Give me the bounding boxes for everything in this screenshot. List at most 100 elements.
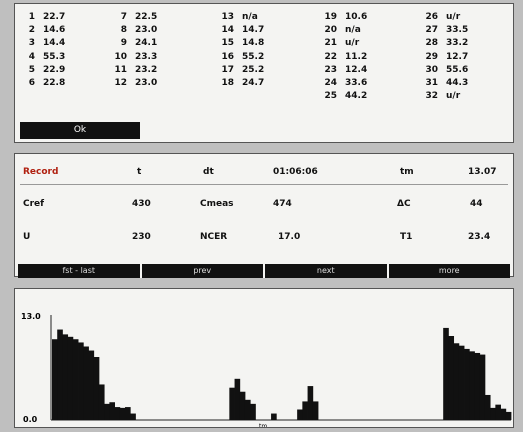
list-item-value: 24.1	[135, 38, 158, 49]
list-item: 20 n/a	[323, 24, 367, 37]
list-item-value: n/a	[242, 12, 258, 22]
chart-bar	[484, 394, 491, 420]
record-info-panel: Record t dt 01:06:06 tm 13.07 Cref 430 C…	[14, 153, 514, 278]
chart-bar	[244, 399, 251, 420]
list-item: 16 55.2	[220, 51, 264, 64]
list-item: 4 55.3	[21, 51, 65, 64]
next-button[interactable]: next	[265, 264, 389, 278]
list-item: 24 33.6	[323, 77, 367, 90]
list-item: 28 33.2	[424, 37, 468, 50]
list-item-index: 21	[324, 38, 337, 49]
list-item-index: 15	[221, 38, 234, 49]
list-item-value: 23.0	[135, 78, 158, 89]
list-column-1: 1 22.7 2 14.6 3 14.4 4 55.3 5 22.9 6 22.8	[21, 11, 65, 90]
chart-bar	[57, 329, 63, 420]
list-item-value: 14.7	[242, 25, 265, 36]
list-item-value: 24.7	[242, 78, 265, 89]
list-item-index: 24	[324, 78, 337, 89]
list-item-index: 10	[114, 51, 127, 62]
list-item-index: 28	[425, 38, 438, 49]
list-item-value: 11.2	[345, 51, 368, 62]
list-item-index: 13	[221, 12, 234, 22]
chart-bar	[130, 413, 136, 420]
chart-bar	[490, 407, 496, 420]
y-axis-bottom-label: 0.0	[23, 415, 38, 424]
list-item-value: 23.0	[135, 25, 158, 36]
list-item-index: 19	[324, 12, 337, 22]
more-button[interactable]: more	[438, 266, 460, 275]
list-item-value: 14.8	[242, 38, 265, 49]
list-item-value: 25.2	[242, 64, 265, 75]
chart-bar	[67, 336, 74, 420]
list-item: 21 u/r	[323, 37, 367, 50]
list-item-index: 9	[120, 38, 127, 49]
list-item-value: 44.2	[345, 91, 368, 102]
ncer-value: 17.0	[278, 232, 301, 242]
list-item-value: 14.4	[43, 38, 66, 49]
list-item: 12 23.0	[113, 77, 157, 90]
chart-bar	[458, 345, 465, 420]
list-item: 32 u/r	[424, 90, 468, 103]
chart-bar	[78, 342, 84, 420]
list-item-value: 22.9	[43, 64, 66, 75]
list-item-index: 17	[221, 64, 234, 75]
list-item-index: 26	[425, 12, 438, 22]
record-label: Record	[23, 167, 59, 177]
chart-panel: 13.0 0.0 tm	[14, 288, 514, 428]
list-item-value: 33.6	[345, 78, 368, 89]
list-item-index: 12	[114, 78, 127, 89]
list-item-value: 33.2	[446, 38, 469, 49]
cref-value: 430	[132, 199, 151, 209]
list-item-value: 55.2	[242, 51, 265, 62]
list-item-index: 32	[425, 91, 438, 102]
chart-bar	[464, 348, 470, 420]
list-item-value: 12.7	[446, 51, 469, 62]
list-item-index: 2	[28, 25, 35, 36]
list-item: 22 11.2	[323, 51, 367, 64]
list-item: 10 23.3	[113, 51, 157, 64]
list-item-index: 29	[425, 51, 438, 62]
list-item: 8 23.0	[113, 24, 157, 37]
chart-bar	[114, 407, 121, 420]
list-item: 23 12.4	[323, 64, 367, 77]
list-item-index: 31	[425, 78, 438, 89]
list-item: 3 14.4	[21, 37, 65, 50]
channel-list-panel: 1 22.7 2 14.6 3 14.4 4 55.3 5 22.9 6 22.8 7 22.5 8 23.…	[14, 3, 514, 143]
delta-c-value: 44	[470, 199, 483, 209]
delta-c-label: ΔC	[397, 199, 411, 209]
chart-bar	[495, 404, 501, 420]
chart-bar	[312, 401, 319, 420]
chart-bar	[307, 386, 314, 420]
list-item-value: n/a	[345, 25, 361, 36]
list-item-index: 20	[324, 25, 337, 36]
list-item-index: 18	[221, 78, 234, 89]
list-item-index: 30	[425, 64, 438, 75]
info-separator	[20, 184, 508, 185]
cmeas-value: 474	[273, 199, 292, 209]
chart-bar	[83, 346, 89, 420]
list-item: 27 33.5	[424, 24, 468, 37]
list-item-index: 7	[120, 12, 127, 22]
chart-bar	[505, 411, 512, 420]
chart-bar	[98, 384, 105, 420]
list-item: 31 44.3	[424, 77, 468, 90]
chart-bar	[234, 378, 241, 420]
list-item-value: 14.6	[43, 25, 66, 36]
list-item-value: 10.6	[345, 12, 368, 22]
t1-value: 23.4	[468, 232, 491, 242]
list-item-index: 6	[28, 78, 35, 89]
chart-bar	[239, 391, 246, 420]
list-item-value: u/r	[446, 91, 461, 102]
chart-bar	[474, 352, 481, 420]
first-last-button[interactable]: fst - last	[18, 264, 142, 278]
list-item: 18 24.7	[220, 77, 264, 90]
list-item: 15 14.8	[220, 37, 264, 50]
ncer-label: NCER	[200, 232, 228, 242]
list-item: 19 10.6	[323, 11, 367, 24]
list-item-index: 16	[221, 51, 234, 62]
navigation-bar: fst - last prev next more	[18, 264, 510, 278]
chart-bar	[453, 343, 460, 420]
chart-bar	[109, 402, 115, 420]
ok-button[interactable]: Ok	[20, 122, 140, 139]
prev-button[interactable]: prev	[142, 264, 265, 278]
